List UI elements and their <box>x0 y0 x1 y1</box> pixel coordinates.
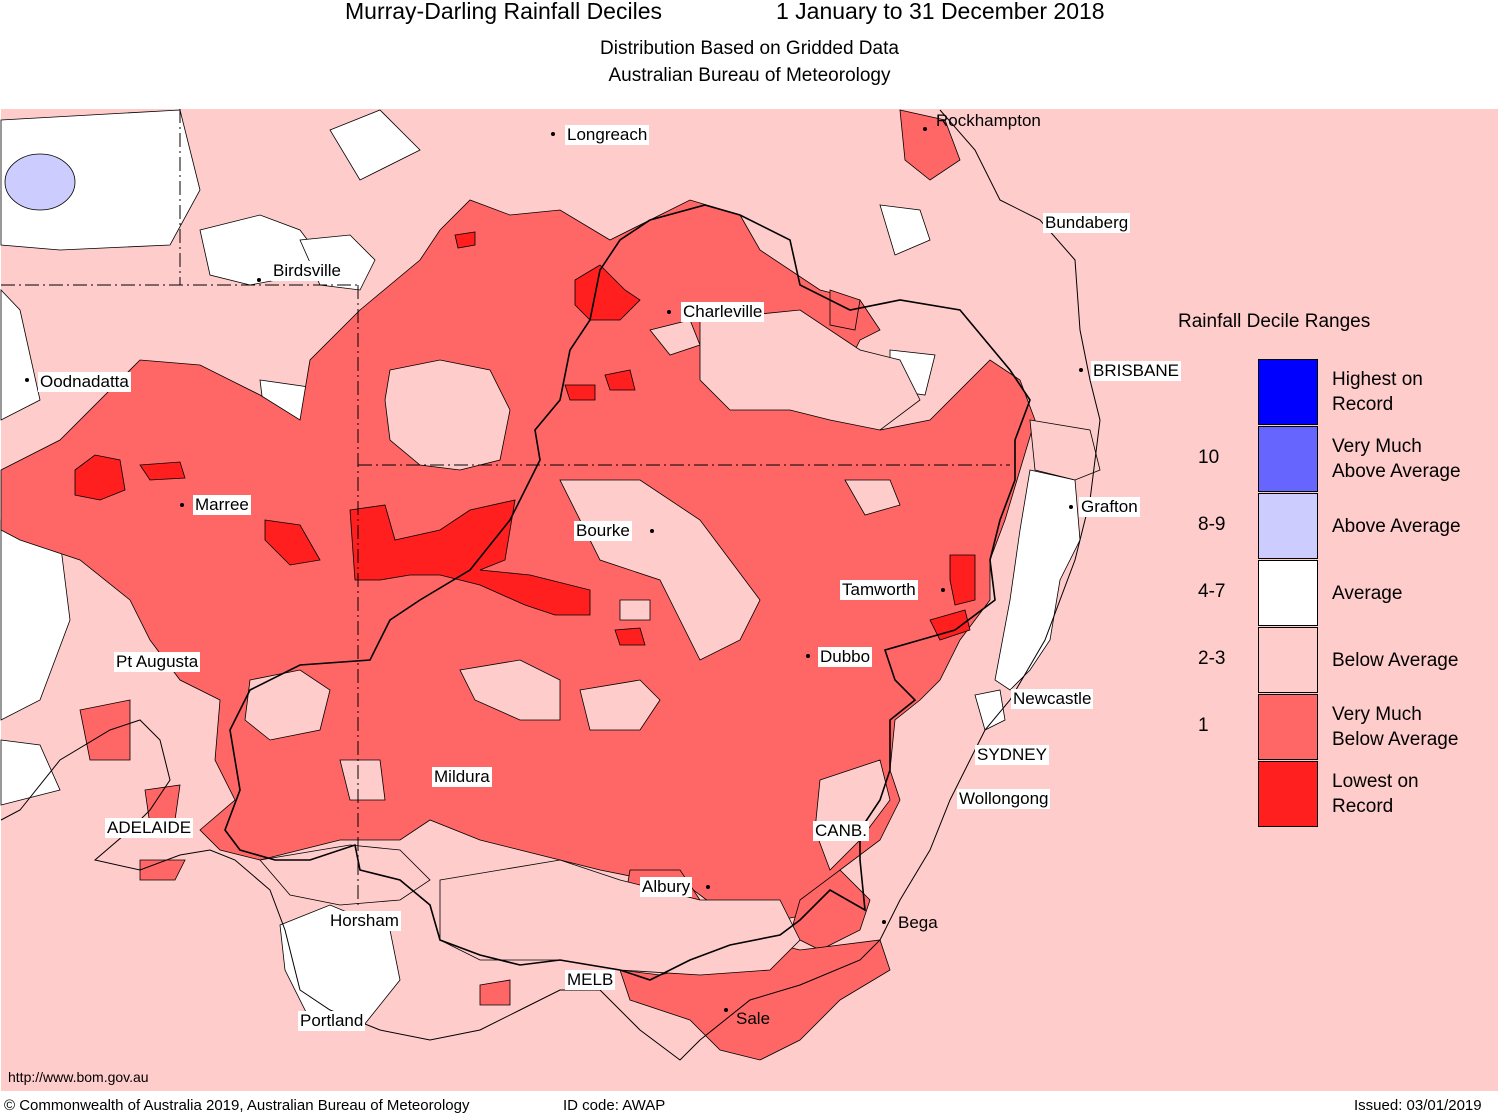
place-sale: Sale <box>736 1009 771 1028</box>
place-longreach: Longreach <box>565 125 650 145</box>
place-sydney: SYDNEY <box>975 745 1049 765</box>
legend-title: Rainfall Decile Ranges <box>1178 311 1371 332</box>
rockhampton-marker <box>923 127 927 131</box>
map-title: Murray-Darling Rainfall Deciles 1 Januar… <box>0 0 1499 28</box>
basin-boundary <box>224 204 1031 981</box>
above-average-area <box>4 153 76 211</box>
place-bourke: Bourke <box>574 521 632 541</box>
legend-label-4: Below Average <box>1332 650 1459 671</box>
subtitle-distribution: Distribution Based on Gridded Data <box>600 38 899 59</box>
state-borders <box>1 109 1010 905</box>
oodnadatta-marker <box>25 378 29 382</box>
legend-label-0: Highest on Record <box>1332 369 1423 415</box>
grafton-marker <box>1069 505 1073 509</box>
place-rockhampton: Rockhampton <box>936 111 1041 130</box>
marree-marker <box>180 503 184 507</box>
footer-issued: Issued: 03/01/2019 <box>1354 1097 1482 1114</box>
place-bundaberg: Bundaberg <box>1043 213 1131 233</box>
place-marree: Marree <box>193 495 251 515</box>
legend-range-5: 1 <box>1198 715 1209 736</box>
footer-url[interactable]: http://www.bom.gov.au <box>8 1069 149 1085</box>
place-pt-augusta: Pt Augusta <box>114 652 201 672</box>
tamworth-marker <box>941 588 945 592</box>
legend-swatch-1 <box>1258 426 1318 492</box>
title-period: 1 January to 31 December 2018 <box>776 0 1105 24</box>
lowest-on-record-areas <box>74 231 976 646</box>
place-charleville: Charleville <box>681 302 765 322</box>
legend-swatch-5 <box>1258 694 1318 760</box>
place-newcastle: Newcastle <box>1011 689 1094 709</box>
legend-range-3: 4-7 <box>1198 581 1226 602</box>
longreach-marker <box>551 132 555 136</box>
legend-swatch-2 <box>1258 493 1318 559</box>
brisbane-marker <box>1079 368 1083 372</box>
place-bega: Bega <box>898 913 938 932</box>
legend-label-5: Very Much Below Average <box>1332 704 1459 750</box>
legend-swatch-4 <box>1258 627 1318 693</box>
albury-marker <box>706 885 710 889</box>
legend-range-4: 2-3 <box>1198 648 1226 669</box>
legend-swatch-6 <box>1258 761 1318 827</box>
place-horsham: Horsham <box>328 911 401 931</box>
bega-marker <box>882 920 886 924</box>
place-adelaide: ADELAIDE <box>105 818 194 838</box>
place-birdsville: Birdsville <box>271 261 344 281</box>
place-oodnadatta: Oodnadatta <box>38 372 131 392</box>
dubbo-marker <box>806 654 810 658</box>
legend-swatch-0 <box>1258 359 1318 425</box>
legend-range-2: 8-9 <box>1198 514 1226 535</box>
place-albury: Albury <box>640 877 693 897</box>
legend-range-1: 10 <box>1198 447 1220 468</box>
legend-swatch-3 <box>1258 560 1318 626</box>
place-canberra: CANB. <box>813 821 869 841</box>
legend-label-2: Above Average <box>1332 516 1461 537</box>
charleville-marker <box>667 310 671 314</box>
subtitle-agency: Australian Bureau of Meteorology <box>608 65 891 86</box>
footer-copyright: © Commonwealth of Australia 2019, Austra… <box>4 1097 470 1114</box>
legend-label-6: Lowest on Record <box>1332 771 1419 817</box>
place-mildura: Mildura <box>432 767 492 787</box>
legend-label-1: Very Much Above Average <box>1332 436 1461 482</box>
sale-marker <box>724 1008 728 1012</box>
legend-label-3: Average <box>1332 583 1403 604</box>
place-melbourne: MELB <box>565 970 616 990</box>
birdsville-marker <box>257 278 261 282</box>
place-portland: Portland <box>298 1011 366 1031</box>
rainfall-map <box>0 109 1498 1091</box>
place-wollongong: Wollongong <box>957 789 1051 809</box>
place-grafton: Grafton <box>1079 497 1140 517</box>
bourke-marker <box>650 529 654 533</box>
place-tamworth: Tamworth <box>840 580 918 600</box>
footer-id-code: ID code: AWAP <box>563 1097 666 1114</box>
place-brisbane: BRISBANE <box>1091 361 1181 381</box>
below-average-islands <box>244 309 1101 976</box>
place-dubbo: Dubbo <box>818 647 873 667</box>
title-region: Murray-Darling Rainfall Deciles <box>345 0 662 24</box>
